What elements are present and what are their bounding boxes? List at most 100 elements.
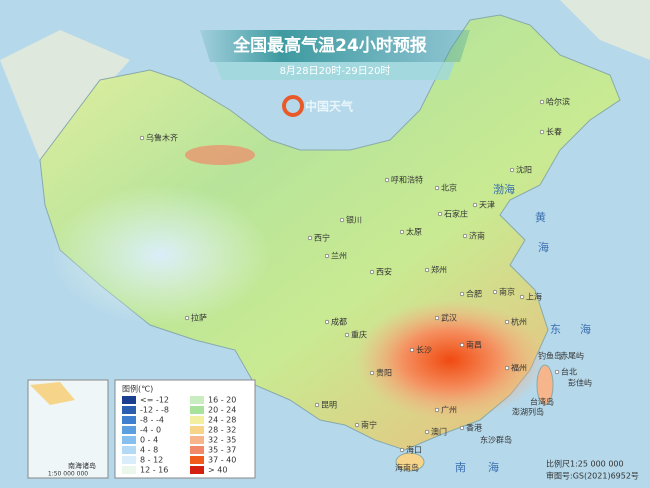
- city-label: 哈尔滨: [546, 97, 570, 107]
- city-dot: [369, 370, 375, 376]
- city-dot: [554, 369, 560, 375]
- logo-icon: [282, 95, 304, 117]
- city-label: 北京: [441, 183, 457, 193]
- city-dot: [492, 289, 498, 295]
- island-label: 彭佳屿: [568, 378, 592, 388]
- subtitle-band: [215, 62, 455, 80]
- city-dot: [434, 315, 440, 321]
- city-label: 南昌: [466, 340, 482, 350]
- city-label: 郑州: [431, 265, 447, 275]
- city-dot: [434, 185, 440, 191]
- legend-swatch: [190, 466, 204, 474]
- inset-land: [30, 382, 75, 405]
- legend-box: [114, 379, 256, 479]
- city-dot: [424, 429, 430, 435]
- island-label: 东沙群岛: [480, 435, 512, 445]
- city-label: 长春: [546, 127, 562, 137]
- legend-label: 28 - 32: [208, 426, 236, 435]
- title-band: [200, 30, 470, 62]
- legend-swatch: [190, 406, 204, 414]
- legend-swatch: [190, 416, 204, 424]
- sea-label: 东: [550, 323, 561, 336]
- island-label: 台湾岛: [530, 397, 554, 407]
- legend-label: 32 - 35: [208, 436, 236, 445]
- scale: 比例尺1:25 000 000: [546, 459, 624, 469]
- legend-label: 24 - 28: [208, 416, 236, 425]
- city-dot: [339, 217, 345, 223]
- city-label: 沈阳: [516, 165, 532, 175]
- city-label: 拉萨: [191, 313, 207, 323]
- sea-label: 渤海: [493, 182, 515, 196]
- city-dot: [324, 319, 330, 325]
- neighbor-land: [0, 0, 650, 160]
- city-label: 西宁: [314, 233, 330, 243]
- sea-label: 海: [538, 240, 549, 254]
- city-dot: [344, 332, 350, 338]
- city-dot: [504, 365, 510, 371]
- city-label: 济南: [469, 231, 485, 241]
- city-dot: [399, 229, 405, 235]
- inset-scale: 1:50 000 000: [48, 471, 88, 478]
- city-dot: [437, 211, 443, 217]
- city-label: 南宁: [361, 420, 377, 430]
- legend-swatch: [122, 456, 136, 464]
- city-dot: [384, 177, 390, 183]
- legend-swatch: [190, 426, 204, 434]
- island-label: 赤尾屿: [560, 352, 584, 361]
- legend-label: 12 - 16: [140, 466, 168, 475]
- island-label: 钓鱼岛: [538, 351, 562, 361]
- legend-swatch: [190, 456, 204, 464]
- legend-swatch: [122, 406, 136, 414]
- title: 全国最高气温24小时预报: [232, 35, 427, 56]
- city-dot: [184, 315, 190, 321]
- city-dot: [354, 422, 360, 428]
- legend-title: 图例(℃): [122, 384, 153, 394]
- city-label: 西安: [376, 267, 392, 277]
- subtitle: 8月28日20时-29日20时: [280, 65, 391, 77]
- hot-area: [185, 145, 255, 165]
- city-label: 长沙: [416, 345, 432, 355]
- city-dot: [459, 291, 465, 297]
- city-label: 武汉: [441, 313, 457, 323]
- legend-swatch: [190, 396, 204, 404]
- city-dot: [369, 269, 375, 275]
- legend-label: 37 - 40: [208, 456, 236, 465]
- city-dot: [324, 253, 330, 259]
- logo-text: 中国天气: [305, 99, 353, 114]
- taiwan: [536, 364, 554, 406]
- city-label: 上海: [526, 292, 542, 302]
- city-label: 呼和浩特: [391, 175, 423, 185]
- legend-swatch: [122, 446, 136, 454]
- legend-label: -12 - -8: [140, 406, 169, 415]
- legend-label: -8 - -4: [140, 416, 164, 425]
- city-label: 福州: [511, 364, 527, 373]
- sea-label: 海: [488, 460, 499, 474]
- city-label: 合肥: [466, 289, 482, 299]
- city-label: 杭州: [511, 317, 527, 327]
- city-label: 银川: [346, 215, 362, 225]
- sea-label: 海: [580, 322, 591, 336]
- legend-swatch: [122, 436, 136, 444]
- city-dot: [459, 425, 465, 431]
- city-label: 澳门: [431, 427, 447, 437]
- city-dot: [539, 99, 545, 105]
- city-dot: [307, 235, 313, 241]
- city-label: 贵阳: [376, 368, 392, 378]
- city-label: 兰州: [331, 251, 347, 261]
- legend-label: 16 - 20: [208, 396, 236, 405]
- legend-label: 4 - 8: [140, 446, 158, 455]
- approval: 审图号:GS(2021)6952号: [546, 471, 639, 481]
- city-label: 乌鲁木齐: [146, 133, 178, 143]
- legend-swatch: [122, 426, 136, 434]
- city-dot: [409, 347, 415, 353]
- hainan: [395, 452, 425, 472]
- hot-area: [355, 300, 545, 420]
- legend-label: > 40: [208, 466, 227, 475]
- city-label: 南京: [499, 287, 515, 297]
- legend-label: 35 - 37: [208, 446, 236, 455]
- city-dot: [434, 407, 440, 413]
- island-label: 澎湖列岛: [512, 407, 544, 417]
- city-dot: [472, 202, 478, 208]
- city-dot: [314, 402, 320, 408]
